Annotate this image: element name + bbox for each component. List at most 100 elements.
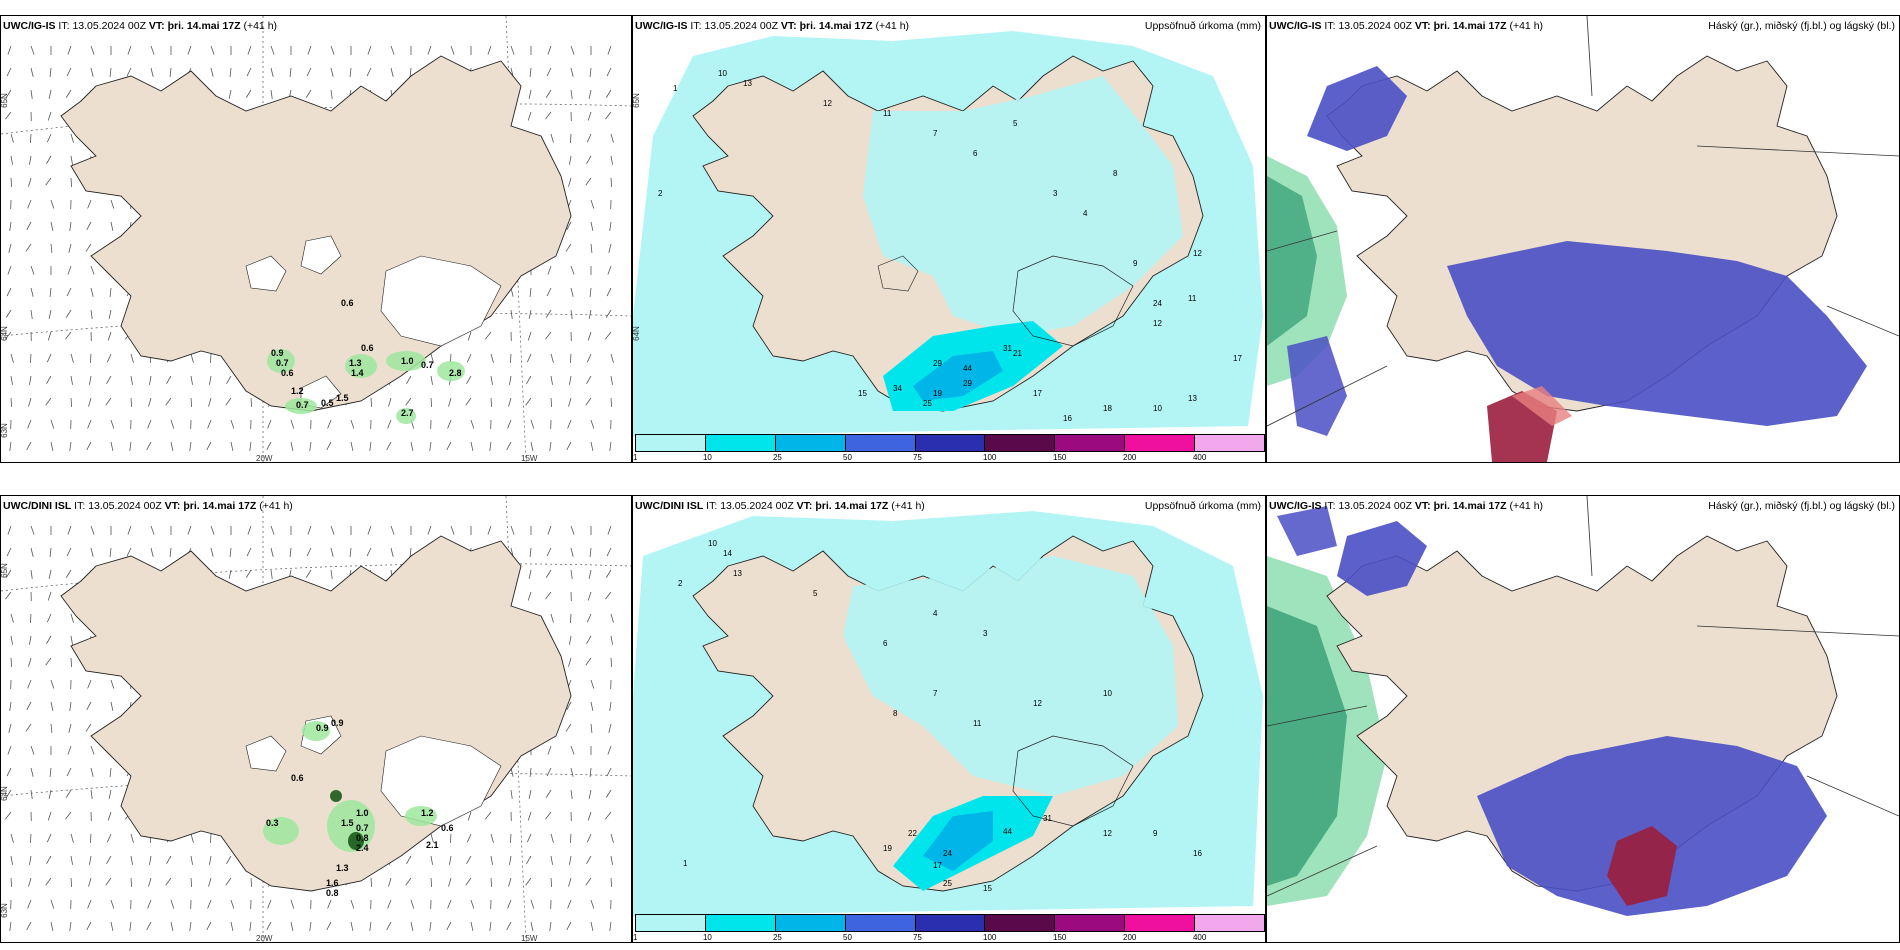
wind-barb: [545, 811, 552, 820]
wind-barb: [326, 921, 332, 931]
wind-barb: [489, 441, 492, 451]
wind-barb: [349, 67, 352, 77]
wind-barb: [68, 243, 72, 253]
wind-barb: [570, 525, 575, 535]
wind-barb: [50, 419, 55, 429]
value-label: 0.7: [276, 358, 289, 368]
wind-barb: [110, 701, 114, 711]
value-label: 44: [1003, 827, 1012, 836]
wind-barb: [490, 397, 493, 408]
panel-title: UWC/DINI ISL IT: 13.05.2024 00Z VT: þri.…: [3, 500, 293, 512]
value-label: 0.9: [271, 348, 284, 358]
wind-barb: [586, 613, 592, 623]
colorbar-tick: 10: [702, 933, 712, 942]
value-label: 9: [1133, 259, 1138, 268]
wind-barb: [30, 67, 34, 77]
wind-barb: [569, 635, 572, 645]
wind-barb: [590, 899, 595, 909]
wind-barb: [187, 525, 192, 535]
wind-barb: [568, 657, 572, 667]
wind-barb: [309, 441, 312, 451]
wind-barb: [49, 287, 52, 297]
value-label: 25: [943, 879, 952, 888]
wind-barb: [107, 331, 112, 341]
wind-barb: [570, 767, 574, 777]
value-label: 2.1: [426, 840, 439, 850]
wind-barb: [209, 833, 212, 844]
wind-barb: [587, 591, 592, 601]
value-label: 1: [673, 84, 678, 93]
wind-barb: [610, 177, 613, 188]
wind-barb: [545, 331, 552, 340]
wind-barb: [27, 419, 32, 429]
wind-barb: [270, 525, 275, 535]
wind-barb: [547, 45, 552, 55]
wind-barb: [466, 375, 472, 384]
wind-barb: [330, 525, 335, 535]
wind-barb: [290, 419, 295, 429]
glacier-vatnajokull: [380, 735, 502, 827]
wind-barb: [305, 89, 312, 98]
wind-barb: [69, 921, 72, 931]
wind-barb: [390, 525, 395, 535]
wind-barb: [26, 921, 32, 931]
wind-barb: [66, 67, 72, 77]
wind-barb: [49, 67, 52, 77]
wind-barb: [70, 155, 73, 165]
wind-barb: [510, 45, 515, 55]
lat-label-64n: 64N: [0, 786, 9, 801]
wind-barb: [306, 547, 312, 557]
wind-barb: [266, 921, 272, 931]
colorbar-bin: [845, 435, 916, 451]
wind-barb: [405, 877, 412, 886]
wind-barb: [506, 921, 512, 931]
wind-barb: [590, 441, 594, 451]
colorbar-tick: 200: [1123, 933, 1137, 942]
colorbar-ticks: 1 10 25 50 75 100 150 200 400: [633, 452, 1265, 462]
value-label: 10: [1153, 404, 1162, 413]
value-label: 6: [883, 639, 888, 648]
wind-barb: [108, 789, 112, 799]
lon-label-15w: 15W: [521, 934, 538, 943]
boundary-lines: [1267, 496, 1899, 897]
wind-barb: [430, 833, 434, 843]
wind-barb: [369, 921, 372, 931]
wind-barb: [30, 525, 35, 535]
wind-barb: [210, 67, 214, 77]
wind-barb: [70, 657, 73, 668]
value-label: 3: [983, 629, 988, 638]
wind-barb: [550, 613, 554, 623]
wind-barb: [589, 287, 592, 297]
wind-barb: [330, 67, 334, 77]
wind-barb: [349, 547, 352, 557]
wind-barb: [27, 899, 32, 909]
wind-barb: [307, 45, 312, 55]
wind-barb: [565, 723, 572, 732]
wind-barb: [50, 701, 54, 711]
wind-barb: [10, 635, 13, 645]
wind-barb: [607, 45, 612, 55]
wind-barb: [26, 221, 32, 231]
value-label: 24: [1153, 299, 1162, 308]
wind-barb: [610, 397, 613, 408]
wind-barb: [47, 811, 52, 821]
wind-barb: [609, 441, 612, 451]
value-label: 29: [933, 359, 942, 368]
wind-barb: [90, 287, 94, 297]
boundary-lines: [1267, 16, 1899, 427]
wind-barb: [529, 67, 532, 77]
colorbar-bin: [636, 435, 706, 451]
wind-barb: [390, 547, 394, 557]
iceland-land: [60, 535, 572, 892]
wind-barb: [206, 921, 212, 931]
wind-barb: [427, 525, 432, 535]
panel-dini-cloud: UWC/IG-IS IT: 13.05.2024 00Z VT: þri. 14…: [1266, 495, 1900, 943]
cloud-high-red: [1607, 826, 1677, 906]
wind-barb: [490, 833, 494, 843]
wind-barb: [5, 309, 12, 318]
wind-barb: [10, 375, 13, 385]
wind-barb: [86, 921, 92, 931]
wind-barb: [90, 67, 94, 77]
wind-barb: [509, 375, 512, 385]
wind-barb: [485, 331, 492, 340]
